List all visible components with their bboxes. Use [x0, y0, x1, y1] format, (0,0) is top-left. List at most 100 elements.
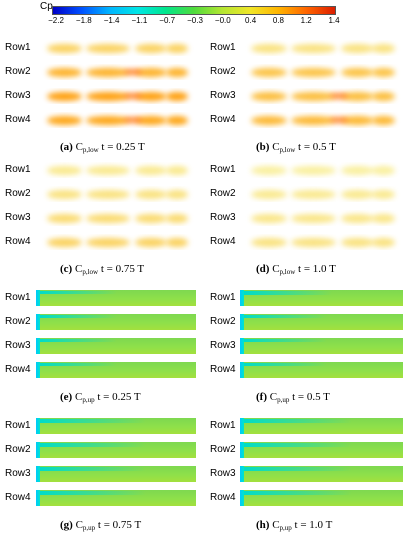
pressure-contour-strip [240, 314, 403, 330]
pressure-contour-strip [240, 362, 403, 378]
high-pressure-region [290, 166, 337, 175]
pressure-contour-strip [36, 290, 196, 306]
colorbar-tick-label: 1.2 [300, 16, 312, 25]
high-pressure-region [135, 214, 168, 223]
high-pressure-region [290, 214, 337, 223]
pressure-contour-strip [240, 186, 403, 202]
pressure-contour-strip [36, 466, 196, 482]
high-pressure-region [341, 68, 374, 77]
colorbar-tick-label: −1.8 [75, 16, 92, 25]
high-pressure-region [85, 44, 131, 53]
high-pressure-region [165, 238, 188, 247]
high-pressure-region [135, 190, 168, 199]
high-pressure-region [341, 214, 374, 223]
leading-edge-suction [240, 490, 244, 506]
panel-letter: (a) [60, 141, 73, 153]
high-pressure-region [47, 68, 83, 77]
pressure-contour-strip [36, 418, 196, 434]
row-label: Row4 [5, 114, 31, 125]
suction-band [40, 339, 117, 343]
panel-letter: (h) [256, 519, 270, 531]
suction-band [244, 339, 328, 343]
high-pressure-region [135, 68, 168, 77]
colorbar-tick-label: −0.3 [187, 16, 203, 25]
row-label: Row2 [5, 188, 31, 199]
pressure-contour-strip [36, 40, 196, 56]
high-pressure-region [372, 190, 395, 199]
panel-caption: (g) Cp,up t = 0.75 T [60, 519, 141, 532]
pressure-contour-strip [240, 40, 403, 56]
suction-band [244, 291, 333, 295]
coefficient-symbol: C [74, 391, 83, 403]
panel-caption: (h) Cp,up t = 1.0 T [256, 519, 332, 532]
leading-edge-suction [36, 362, 40, 378]
high-pressure-region [251, 166, 288, 175]
row-label: Row1 [210, 420, 236, 431]
pressure-contour-strip [240, 290, 403, 306]
high-pressure-region [290, 92, 337, 101]
panel-letter: (e) [60, 391, 73, 403]
high-pressure-region [251, 214, 288, 223]
time-label: t = 0.5 T [298, 141, 336, 153]
pressure-contour-strip [36, 210, 196, 226]
time-label: t = 0.25 T [97, 391, 141, 403]
leading-edge-suction [240, 290, 244, 306]
leading-edge-suction [240, 442, 244, 458]
high-pressure-region [372, 92, 395, 101]
suction-band [40, 291, 117, 295]
high-pressure-region [135, 116, 168, 125]
row-label: Row1 [5, 292, 31, 303]
high-pressure-region [165, 44, 188, 53]
row-label: Row4 [210, 492, 236, 503]
high-pressure-region [372, 214, 395, 223]
high-pressure-region [251, 44, 288, 53]
row-label: Row4 [5, 236, 31, 247]
row-label: Row3 [5, 212, 31, 223]
suction-band [244, 491, 352, 496]
leading-edge-suction [36, 418, 40, 434]
leading-edge-suction [240, 362, 244, 378]
row-label: Row2 [5, 316, 31, 327]
high-pressure-region [341, 92, 374, 101]
suction-band [244, 315, 328, 319]
high-pressure-region [165, 214, 188, 223]
panel-letter: (c) [60, 263, 73, 275]
pressure-contour-strip [240, 64, 403, 80]
coefficient-symbol: C [75, 519, 83, 531]
high-pressure-region [47, 166, 83, 175]
high-pressure-region [251, 68, 288, 77]
row-label: Row3 [5, 340, 31, 351]
pressure-contour-strip [36, 186, 196, 202]
coefficient-subscript: p,up [82, 396, 95, 404]
high-pressure-region [165, 92, 188, 101]
high-pressure-region [372, 44, 395, 53]
high-pressure-region [341, 166, 374, 175]
coefficient-symbol: C [74, 263, 83, 275]
row-label: Row2 [210, 316, 236, 327]
peak-pressure-spot [124, 117, 142, 123]
pressure-contour-strip [36, 162, 196, 178]
row-label: Row1 [5, 164, 31, 175]
high-pressure-region [165, 190, 188, 199]
high-pressure-region [135, 166, 168, 175]
high-pressure-region [251, 238, 288, 247]
coefficient-subscript: p,low [82, 268, 99, 276]
row-label: Row4 [210, 236, 236, 247]
row-label: Row4 [5, 364, 31, 375]
high-pressure-region [165, 116, 188, 125]
high-pressure-region [47, 190, 83, 199]
coefficient-symbol: C [269, 391, 278, 403]
leading-edge-suction [36, 442, 40, 458]
leading-edge-suction [240, 418, 244, 434]
high-pressure-region [341, 190, 374, 199]
pressure-contour-strip [36, 490, 196, 506]
suction-band [40, 363, 117, 367]
colorbar-tick-label: 0.4 [245, 16, 257, 25]
panel-caption: (f) Cp,up t = 0.5 T [256, 391, 330, 404]
suction-band [244, 419, 352, 424]
panel-caption: (c) Cp,low t = 0.75 T [60, 263, 144, 276]
leading-edge-suction [240, 466, 244, 482]
time-label: t = 1.0 T [298, 263, 336, 275]
high-pressure-region [47, 238, 83, 247]
leading-edge-suction [36, 466, 40, 482]
